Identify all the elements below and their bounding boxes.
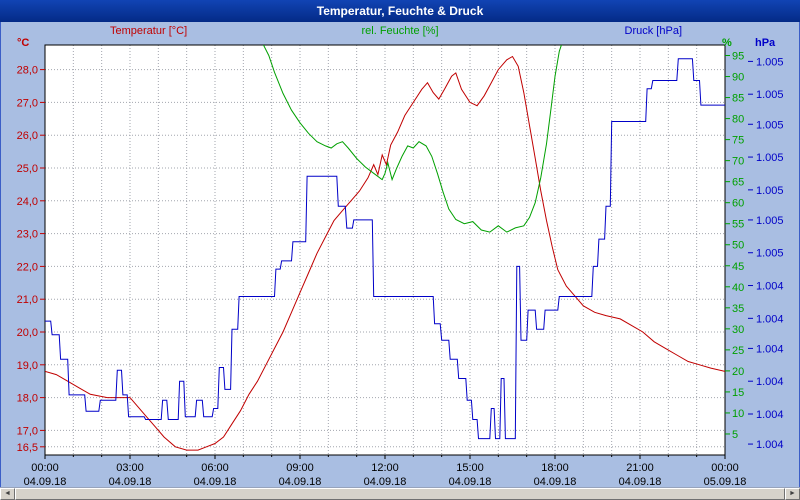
svg-text:90: 90: [732, 72, 744, 84]
scroll-right-button[interactable]: ►: [785, 488, 800, 500]
svg-text:19,0: 19,0: [17, 360, 38, 372]
svg-text:40: 40: [732, 282, 744, 294]
svg-text:04.09.18: 04.09.18: [534, 476, 577, 487]
svg-text:26,0: 26,0: [17, 130, 38, 142]
svg-text:04.09.18: 04.09.18: [109, 476, 152, 487]
svg-text:30: 30: [732, 324, 744, 336]
chart-plot: 28,0 27,0 26,0 25,0 24,0 23,0 22,0 21,0 20,0 19,0…: [17, 44, 784, 487]
svg-text:04.09.18: 04.09.18: [279, 476, 322, 487]
chart-area: Temperatur [°C] rel. Feuchte [%] Druck […: [0, 22, 800, 487]
window-title: Temperatur, Feuchte & Druck: [316, 4, 484, 18]
temp-unit-label: °C: [17, 37, 30, 49]
svg-text:35: 35: [732, 303, 744, 315]
svg-text:21:00: 21:00: [626, 462, 654, 474]
svg-text:20: 20: [732, 366, 744, 378]
svg-text:1.005: 1.005: [756, 152, 784, 164]
svg-text:25,0: 25,0: [17, 163, 38, 175]
svg-text:04.09.18: 04.09.18: [364, 476, 407, 487]
svg-text:27,0: 27,0: [17, 97, 38, 109]
svg-text:95: 95: [732, 51, 744, 63]
svg-text:1.005: 1.005: [756, 89, 784, 101]
svg-text:65: 65: [732, 177, 744, 189]
svg-text:04.09.18: 04.09.18: [449, 476, 492, 487]
temperature-axis-title: Temperatur [°C]: [110, 25, 188, 37]
svg-text:25: 25: [732, 345, 744, 357]
x-axis: 00:00 04.09.18 03:00 04.09.18 06:00 04.09.18 0…: [24, 455, 747, 487]
temp-line: [45, 55, 725, 451]
scrollbar-track[interactable]: [15, 488, 785, 500]
temperature-axis: 28,0 27,0 26,0 25,0 24,0 23,0 22,0 21,0 20,0 19,0…: [17, 65, 45, 454]
scroll-left-button[interactable]: ◄: [0, 488, 15, 500]
svg-text:00:00: 00:00: [31, 462, 59, 474]
svg-text:1.004: 1.004: [756, 313, 784, 325]
svg-text:21,0: 21,0: [17, 294, 38, 306]
title-bar: Temperatur, Feuchte & Druck: [0, 0, 800, 22]
scrollbar-thumb[interactable]: [15, 488, 785, 500]
press-line: [45, 58, 725, 440]
svg-text:70: 70: [732, 156, 744, 168]
svg-text:50: 50: [732, 240, 744, 252]
svg-text:18:00: 18:00: [541, 462, 569, 474]
svg-text:04.09.18: 04.09.18: [619, 476, 662, 487]
svg-text:23,0: 23,0: [17, 229, 38, 241]
horizontal-scrollbar[interactable]: ◄ ►: [0, 487, 800, 500]
svg-text:09:00: 09:00: [286, 462, 314, 474]
svg-text:1.005: 1.005: [756, 119, 784, 131]
svg-text:10: 10: [732, 408, 744, 420]
svg-text:1.004: 1.004: [756, 281, 784, 293]
svg-text:12:00: 12:00: [371, 462, 399, 474]
svg-text:45: 45: [732, 261, 744, 273]
svg-text:28,0: 28,0: [17, 65, 38, 77]
pressure-unit-label: hPa: [755, 37, 776, 49]
series-lines: [45, 45, 725, 451]
svg-text:80: 80: [732, 114, 744, 126]
svg-text:17,0: 17,0: [17, 425, 38, 437]
svg-text:1.004: 1.004: [756, 376, 784, 388]
svg-text:1.005: 1.005: [756, 248, 784, 260]
svg-text:15: 15: [732, 387, 744, 399]
svg-text:5: 5: [732, 429, 738, 441]
svg-text:1.004: 1.004: [756, 409, 784, 421]
svg-text:04.09.18: 04.09.18: [24, 476, 67, 487]
svg-text:1.005: 1.005: [756, 215, 784, 227]
svg-text:1.005: 1.005: [756, 56, 784, 68]
svg-text:24,0: 24,0: [17, 196, 38, 208]
humidity-axis: 95 90 85 80 75 70 65 60 55 50 45 40 35 30 25 20 15 10 5: [725, 51, 744, 441]
svg-text:75: 75: [732, 135, 744, 147]
svg-text:1.005: 1.005: [756, 185, 784, 197]
svg-text:85: 85: [732, 93, 744, 105]
humidity-axis-title: rel. Feuchte [%]: [361, 25, 439, 37]
svg-text:04.09.18: 04.09.18: [194, 476, 237, 487]
svg-text:60: 60: [732, 198, 744, 210]
svg-text:55: 55: [732, 219, 744, 231]
humidity-unit-label: %: [722, 37, 732, 49]
svg-text:1.004: 1.004: [756, 439, 784, 451]
hum-line: [262, 45, 562, 233]
svg-text:15:00: 15:00: [456, 462, 484, 474]
svg-text:1.004: 1.004: [756, 343, 784, 355]
svg-text:20,0: 20,0: [17, 327, 38, 339]
svg-text:03:00: 03:00: [116, 462, 144, 474]
svg-text:05.09.18: 05.09.18: [704, 476, 747, 487]
gridlines: [45, 45, 725, 455]
svg-text:22,0: 22,0: [17, 261, 38, 273]
svg-text:16,5: 16,5: [17, 442, 38, 454]
svg-text:18,0: 18,0: [17, 393, 38, 405]
pressure-axis: 1.005 1.005 1.005 1.005 1.005 1.005 1.005 1.004…: [748, 56, 784, 451]
svg-text:00:00: 00:00: [711, 462, 739, 474]
svg-text:06:00: 06:00: [201, 462, 229, 474]
pressure-axis-title: Druck [hPa]: [624, 25, 682, 37]
